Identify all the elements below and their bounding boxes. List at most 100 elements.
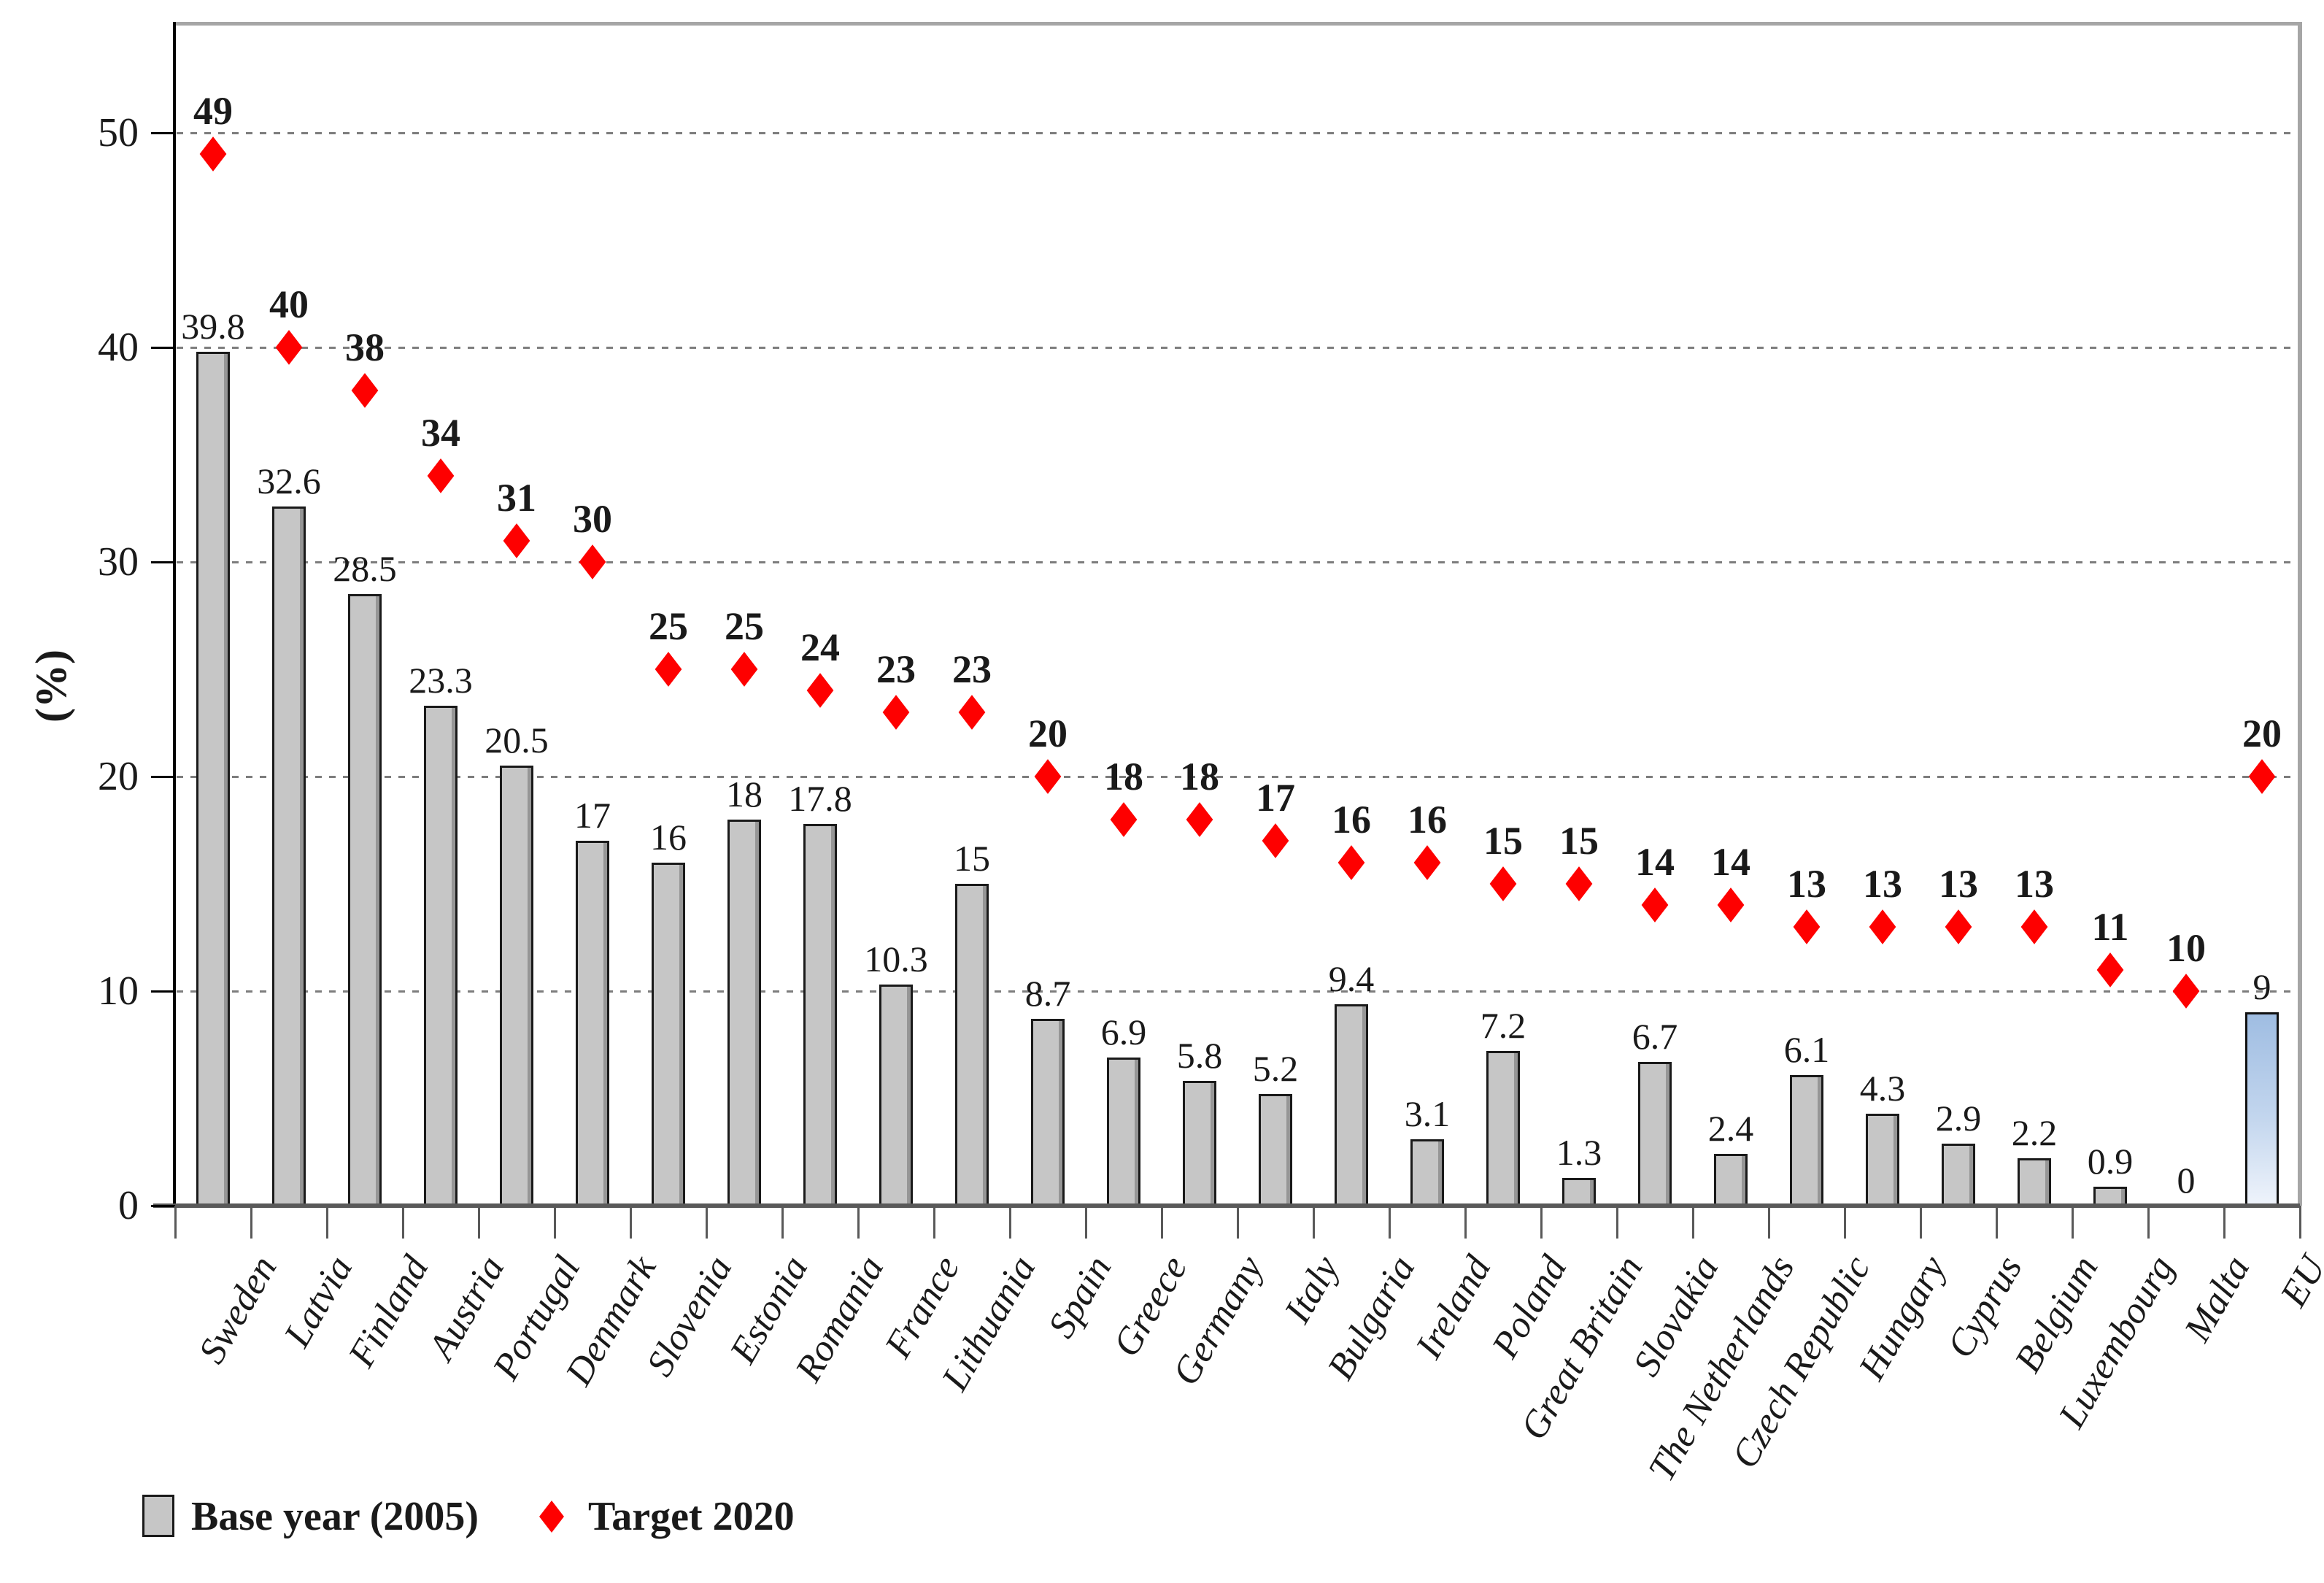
bar-value-label-greece: 6.9	[1100, 1012, 1147, 1053]
target-value-label-belgium: 13	[2015, 861, 2054, 906]
bar-value-label-italy: 5.2	[1252, 1048, 1299, 1090]
bar-bulgaria	[1335, 1004, 1368, 1206]
bar-value-label-denmark: 17	[574, 795, 611, 836]
y-tick-label-30: 30	[98, 539, 139, 585]
target-marker-denmark	[579, 544, 606, 579]
target-value-label-poland: 15	[1483, 819, 1523, 863]
target-value-label-finland: 38	[345, 325, 385, 369]
y-tick-0	[151, 1205, 175, 1207]
x-tick-1	[250, 1206, 252, 1239]
target-value-label-cyprus: 13	[1939, 861, 1978, 906]
gridline-10	[177, 990, 2298, 993]
bar-ireland	[1410, 1139, 1444, 1206]
bar-spain	[1031, 1019, 1065, 1206]
bar-value-label-bulgaria: 9.4	[1328, 958, 1375, 999]
y-tick-label-50: 50	[98, 110, 139, 155]
bar-value-label-romania: 17.8	[788, 777, 852, 819]
x-tick-28	[2299, 1206, 2301, 1239]
x-tick-23	[1920, 1206, 1922, 1239]
target-marker-slovenia	[655, 652, 682, 687]
target-marker-finland	[351, 372, 379, 408]
target-value-label-ireland: 16	[1408, 797, 1447, 841]
target-marker-czech-republic	[1793, 909, 1821, 944]
x-tick-0	[174, 1206, 177, 1239]
target-value-label-france: 23	[876, 647, 916, 691]
legend-bar-swatch	[142, 1495, 174, 1537]
gridline-50	[177, 132, 2298, 134]
y-axis-title: (%)	[27, 650, 75, 723]
x-tick-11	[1009, 1206, 1011, 1239]
target-value-label-slovakia: 14	[1635, 840, 1675, 885]
x-tick-18	[1540, 1206, 1543, 1239]
x-tick-7	[706, 1206, 708, 1239]
x-tick-16	[1389, 1206, 1391, 1239]
y-tick-30	[151, 561, 175, 563]
bar-estonia	[727, 819, 761, 1206]
x-tick-10	[933, 1206, 935, 1239]
bar-value-label-slovenia: 16	[650, 816, 687, 858]
y-tick-label-10: 10	[98, 968, 139, 1014]
target-marker-poland	[1489, 866, 1517, 901]
bar-denmark	[576, 841, 609, 1206]
bar-value-label-the-netherlands: 2.4	[1707, 1108, 1754, 1149]
y-tick-10	[151, 990, 175, 993]
bar-value-label-spain: 8.7	[1024, 973, 1071, 1014]
x-tick-17	[1464, 1206, 1467, 1239]
legend-label-base-year: Base year (2005)	[191, 1494, 479, 1539]
y-tick-label-40: 40	[98, 325, 139, 370]
x-tick-15	[1313, 1206, 1315, 1239]
x-tick-27	[2223, 1206, 2225, 1239]
bar-value-label-czech-republic: 6.1	[1783, 1028, 1830, 1070]
target-value-label-bulgaria: 16	[1332, 797, 1371, 841]
plot-border-right	[2298, 22, 2302, 1206]
bar-hungary	[1866, 1113, 1899, 1206]
bar-value-label-luxembourg: 0.9	[2087, 1140, 2134, 1182]
bar-the-netherlands	[1714, 1154, 1748, 1206]
bar-portugal	[500, 766, 533, 1206]
target-value-label-greece: 18	[1104, 754, 1143, 798]
x-tick-22	[1844, 1206, 1846, 1239]
bar-romania	[803, 823, 837, 1206]
bar-austria	[424, 705, 458, 1206]
bar-great-britain	[1562, 1177, 1596, 1206]
bar-latvia	[272, 506, 306, 1206]
bar-value-label-ireland: 3.1	[1404, 1093, 1451, 1134]
target-value-label-austria: 34	[421, 411, 460, 455]
bar-lithuania	[955, 884, 989, 1206]
bar-value-label-lithuania: 15	[954, 838, 990, 879]
y-tick-40	[151, 347, 175, 349]
bar-slovenia	[652, 862, 685, 1206]
target-marker-cyprus	[1945, 909, 1972, 944]
bar-value-label-finland: 28.5	[333, 548, 397, 590]
bar-germany	[1183, 1081, 1216, 1206]
target-value-label-the-netherlands: 14	[1711, 840, 1750, 885]
target-value-label-slovenia: 25	[649, 604, 688, 648]
bar-value-label-france: 10.3	[864, 939, 928, 980]
bar-italy	[1259, 1094, 1292, 1206]
target-value-label-romania: 24	[800, 625, 840, 670]
target-marker-hungary	[1869, 909, 1896, 944]
target-marker-bulgaria	[1337, 844, 1365, 880]
x-tick-6	[630, 1206, 632, 1239]
x-tick-14	[1237, 1206, 1239, 1239]
bar-value-label-estonia: 18	[726, 773, 763, 814]
bar-france	[879, 985, 913, 1206]
x-tick-24	[1996, 1206, 1998, 1239]
plot-border-top	[175, 22, 2300, 26]
x-tick-25	[2072, 1206, 2074, 1239]
gridline-20	[177, 776, 2298, 778]
target-value-label-czech-republic: 13	[1787, 861, 1826, 906]
x-tick-13	[1161, 1206, 1163, 1239]
y-tick-label-20: 20	[98, 754, 139, 799]
x-tick-8	[781, 1206, 784, 1239]
x-tick-4	[478, 1206, 480, 1239]
bar-value-label-poland: 7.2	[1480, 1005, 1526, 1047]
target-value-label-portugal: 31	[497, 475, 536, 520]
target-value-label-spain: 20	[1028, 712, 1068, 755]
bar-eu	[2245, 1012, 2279, 1206]
x-tick-26	[2147, 1206, 2150, 1239]
target-value-label-sweden: 49	[193, 89, 233, 134]
target-marker-greece	[1110, 801, 1138, 837]
target-value-label-italy: 17	[1256, 776, 1295, 820]
x-tick-3	[402, 1206, 404, 1239]
